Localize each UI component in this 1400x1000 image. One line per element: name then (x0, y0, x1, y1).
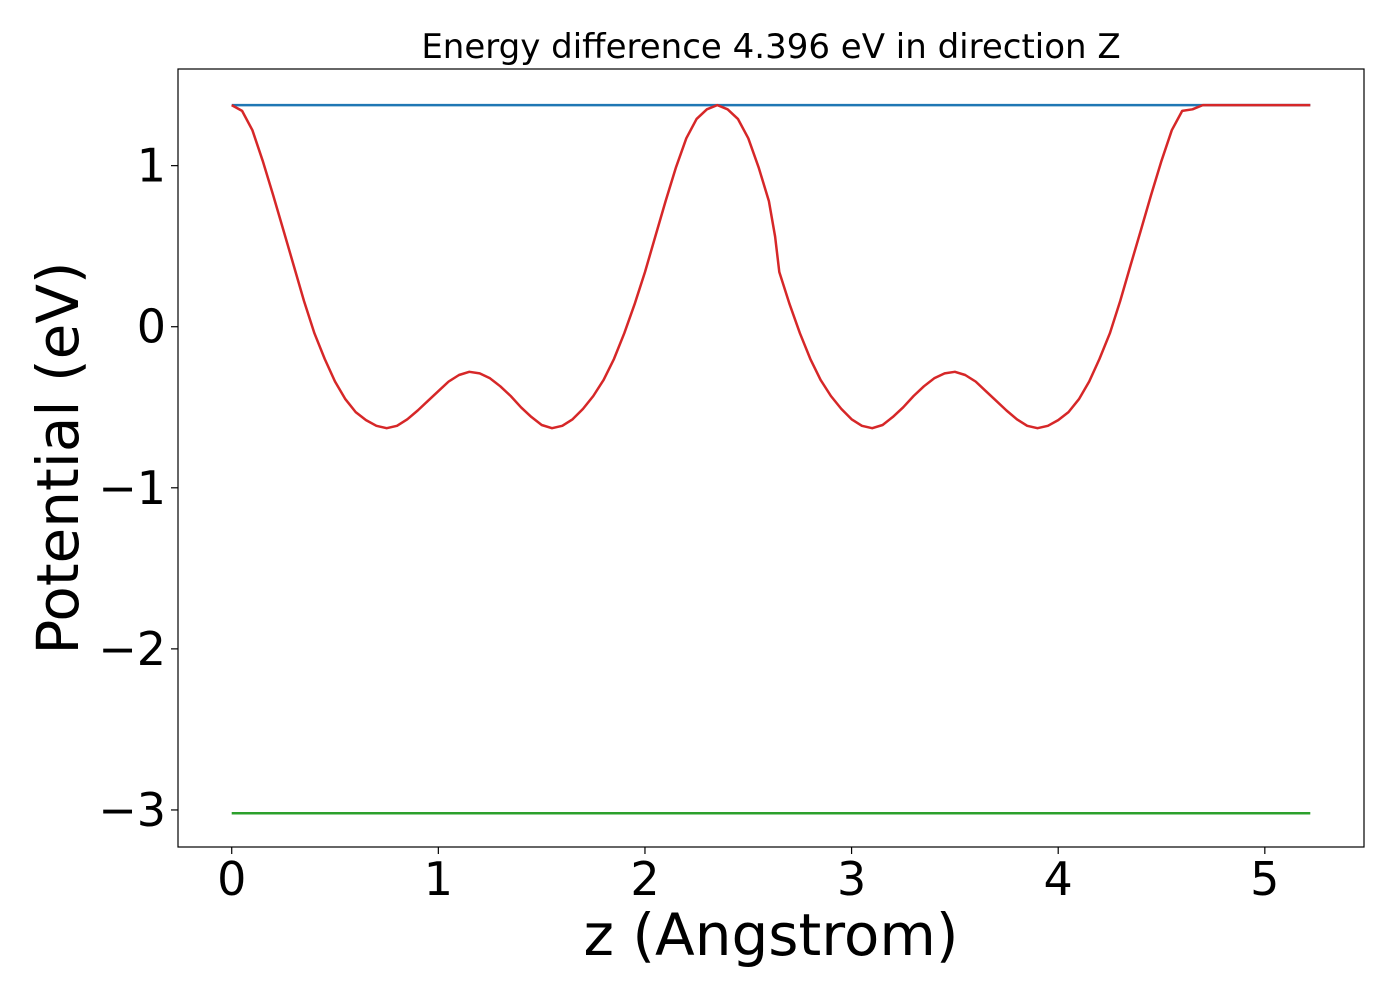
x-tick-label: 4 (1044, 852, 1073, 906)
y-axis-label: Potential (eV) (24, 261, 92, 654)
y-tick-label: 0 (137, 300, 166, 354)
x-tick-label: 2 (630, 852, 659, 906)
x-axis-ticks: 0 1 2 3 4 5 (217, 847, 1279, 906)
x-axis-label: z (Angstrom) (584, 901, 959, 969)
x-tick-label: 3 (837, 852, 866, 906)
x-tick-label: 5 (1250, 852, 1279, 906)
chart-title: Energy difference 4.396 eV in direction … (421, 27, 1120, 67)
plot-frame (177, 68, 1365, 848)
y-tick-label: −3 (98, 783, 166, 837)
x-tick-label: 0 (217, 852, 246, 906)
y-tick-label: 1 (137, 139, 166, 193)
x-tick-label: 1 (424, 852, 453, 906)
plot-area (177, 68, 1365, 848)
y-tick-label: −2 (98, 622, 166, 676)
y-tick-label: −1 (98, 461, 166, 515)
y-axis-ticks: 1 0 −1 −2 −3 (98, 139, 178, 837)
potential-curve (231, 103, 1311, 430)
